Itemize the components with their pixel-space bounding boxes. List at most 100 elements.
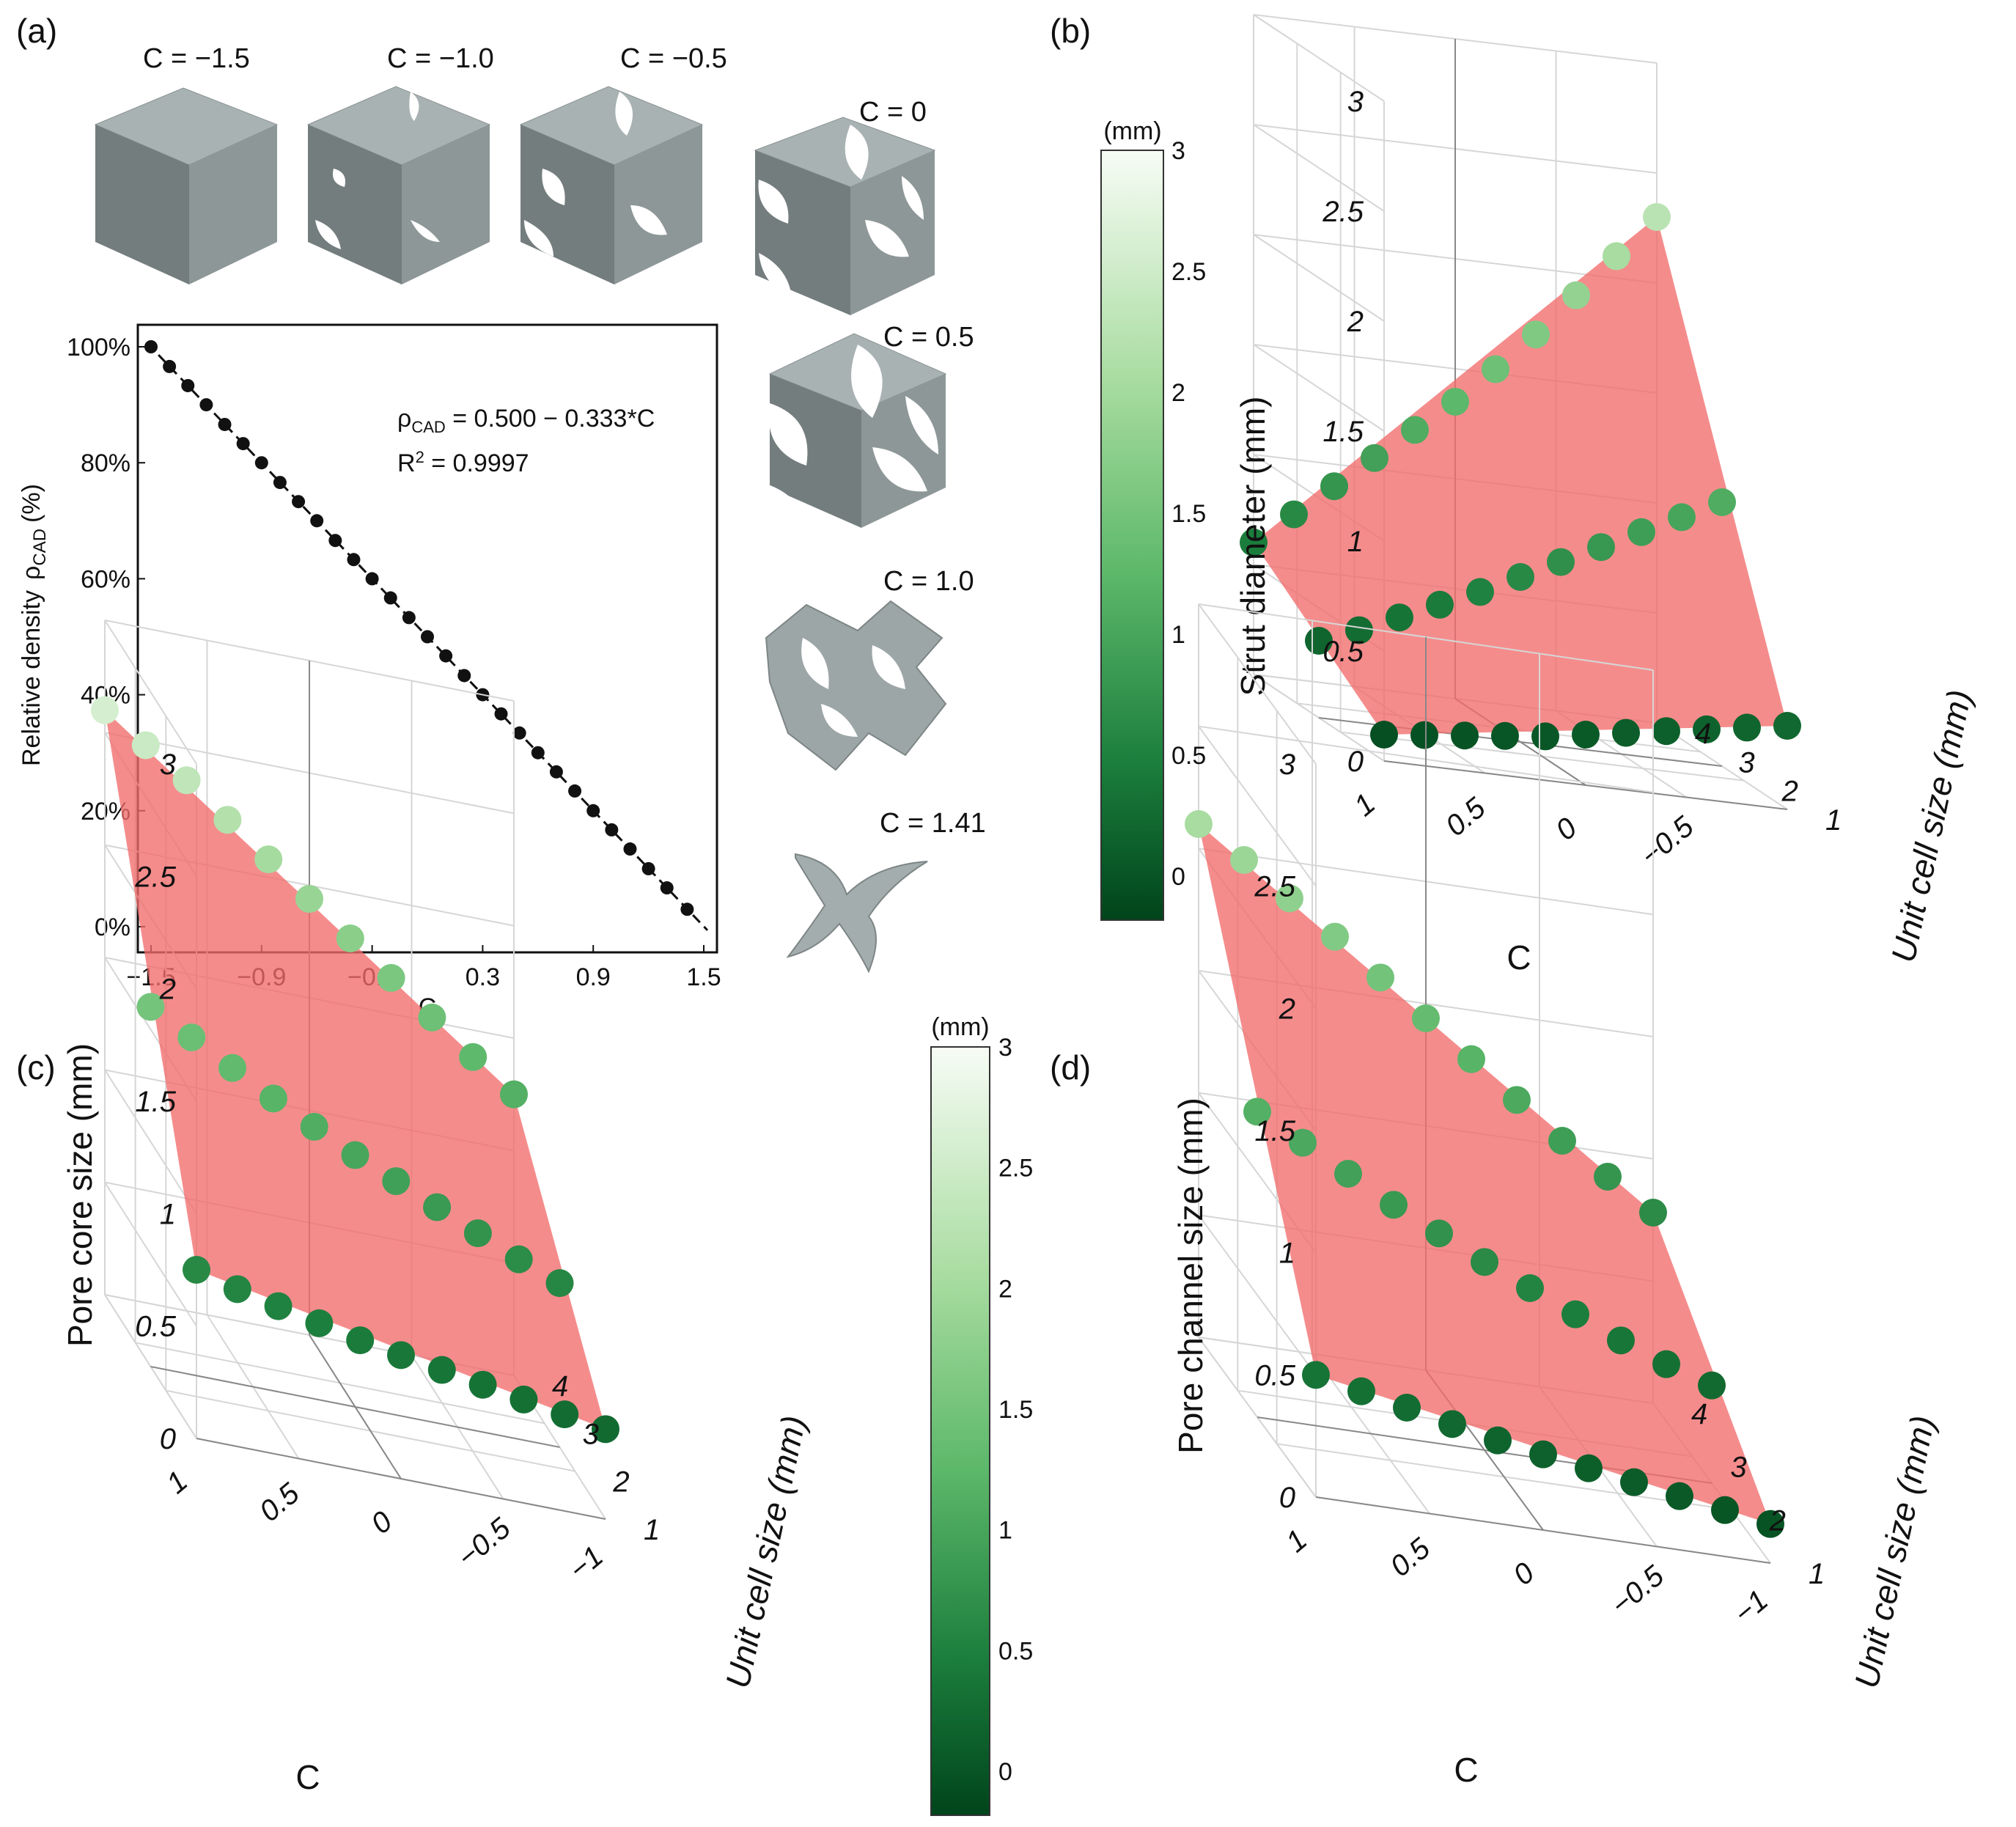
y-tick-label: 1 <box>1809 1558 1825 1590</box>
data-points <box>1240 203 1801 751</box>
y-tick-label: 1 <box>1825 804 1842 837</box>
data-point <box>545 1269 574 1298</box>
colorbar-tick-label: 2 <box>1171 379 1185 407</box>
data-point <box>1185 810 1213 838</box>
data-point <box>427 1356 456 1384</box>
y-tick-label: 3 <box>583 1418 599 1450</box>
z-tick-label: 3 <box>160 749 176 781</box>
colorbar-tick-label: 0.5 <box>1171 742 1206 770</box>
y-axis-label-sub: CAD <box>30 529 50 566</box>
tpms-gyroid-c05-icon <box>766 333 947 528</box>
x-axis-title: C <box>295 1758 320 1796</box>
data-point <box>1491 721 1519 750</box>
cell-label-c141: C = 1.41 <box>880 808 986 839</box>
data-point <box>223 1275 251 1304</box>
y-tick-label: 4 <box>552 1370 568 1403</box>
data-point <box>347 553 361 567</box>
data-point <box>1516 1274 1544 1302</box>
colorbar-bottom-gradient <box>930 1046 990 1816</box>
cell-label-c0: C = 0 <box>859 97 927 128</box>
x-tick-label: −0.5 <box>1605 1559 1670 1622</box>
z-tick-label: 3 <box>1347 86 1364 118</box>
y-axis-label-text: Relative density <box>18 590 45 766</box>
data-point <box>1289 1128 1317 1157</box>
data-point <box>1484 1426 1512 1455</box>
data-point <box>1401 416 1429 444</box>
data-point <box>1666 1482 1693 1510</box>
data-point <box>1345 616 1373 644</box>
data-point <box>402 611 416 625</box>
axis-line <box>196 1438 606 1520</box>
data-point <box>1471 1248 1498 1276</box>
data-point <box>551 1400 579 1429</box>
data-points <box>91 696 619 1444</box>
tpms-cube-solid-icon <box>94 87 279 284</box>
cell-label-c-neg05: C = −0.5 <box>620 43 727 74</box>
data-point <box>1603 242 1630 271</box>
data-point <box>586 804 600 817</box>
data-point <box>236 437 250 451</box>
panel-label-d: (d) <box>1050 1048 1091 1087</box>
data-point <box>1594 1163 1622 1191</box>
data-point <box>213 806 242 834</box>
z-tick-label: 0 <box>1279 1482 1295 1514</box>
data-point <box>1575 1454 1603 1482</box>
data-point <box>1441 388 1469 416</box>
data-point <box>1347 1377 1375 1405</box>
data-point <box>383 591 397 605</box>
plot-frame <box>136 323 718 954</box>
data-point <box>1548 1127 1576 1155</box>
colorbar-tick-label: 1 <box>998 1517 1012 1545</box>
x-tick-label: 0 <box>365 1505 398 1540</box>
y-tick-label: 2 <box>612 1466 629 1499</box>
z-tick-label: 2.5 <box>1254 871 1295 903</box>
y-axis-title: Unit cell size (mm) <box>1847 1412 1943 1691</box>
tpms-gyroid-c1-icon <box>765 600 947 771</box>
cell-label-c10: C = 1.0 <box>883 566 974 597</box>
data-point <box>365 572 379 586</box>
data-point <box>163 359 177 373</box>
z-tick-label: 0.5 <box>1254 1359 1295 1392</box>
x-tick-label: −0.5 <box>1635 810 1700 872</box>
tpms-gyroid-c0-icon <box>754 117 936 315</box>
x-tick-label: 1 <box>1280 1523 1313 1559</box>
axis-line <box>1315 1496 1771 1564</box>
data-point <box>1668 503 1696 532</box>
data-point <box>1240 529 1268 556</box>
grid-line <box>1198 1214 1317 1375</box>
data-point <box>1370 721 1398 749</box>
data-point <box>1612 718 1640 747</box>
z-tick-label: 1.5 <box>135 1086 176 1118</box>
data-point <box>549 765 563 779</box>
data-point <box>459 1043 488 1071</box>
data-point <box>1412 1004 1440 1032</box>
data-point <box>218 417 232 431</box>
x-tick-label: 1 <box>1348 787 1381 823</box>
data-point <box>1320 472 1348 501</box>
data-point <box>568 784 582 798</box>
data-point <box>494 707 508 721</box>
cell-label-c-neg15: C = −1.5 <box>143 43 250 74</box>
data-point <box>1426 590 1454 619</box>
data-point <box>1425 1219 1453 1248</box>
data-point <box>172 766 201 795</box>
x-tick-label: 0.3 <box>466 963 500 991</box>
data-point <box>1607 1326 1635 1355</box>
fit-plane <box>1254 217 1787 735</box>
grid-line <box>104 620 197 765</box>
data-point <box>660 881 674 895</box>
z-tick-label: 2.5 <box>1322 196 1364 228</box>
data-point <box>1482 355 1509 383</box>
fit-plane <box>105 710 606 1430</box>
data-point <box>592 1415 619 1444</box>
data-point <box>1438 1410 1466 1438</box>
fit-equation-sym: ρ <box>397 405 411 433</box>
colorbar-tick-label: 0 <box>998 1758 1012 1786</box>
data-point <box>1531 722 1559 751</box>
data-point <box>1334 1160 1362 1188</box>
data-point <box>1547 548 1575 576</box>
panel-label-a: (a) <box>16 12 57 50</box>
x-axis-title: C <box>1454 1751 1478 1789</box>
data-point <box>1230 846 1258 874</box>
